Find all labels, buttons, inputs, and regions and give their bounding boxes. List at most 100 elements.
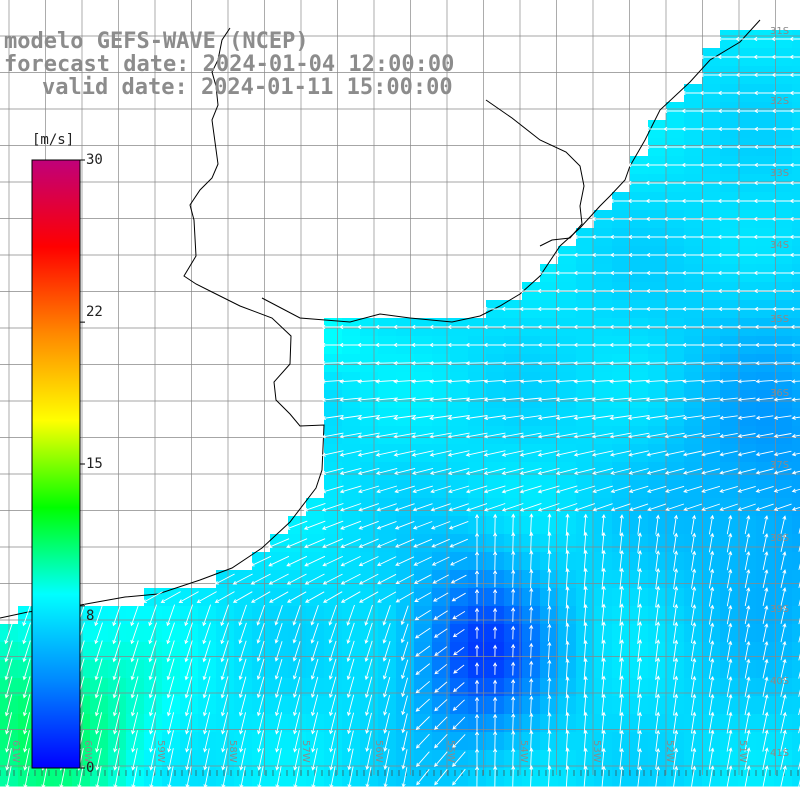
wind-arrow xyxy=(311,766,318,789)
wind-arrow xyxy=(275,748,282,771)
wind-arrow xyxy=(673,657,679,680)
wind-arrow xyxy=(393,450,416,457)
wind-arrow xyxy=(321,379,344,384)
wind-arrow xyxy=(529,729,534,752)
wind-arrow xyxy=(339,485,362,494)
wind-arrow xyxy=(511,696,516,714)
wind-arrow xyxy=(447,450,470,457)
wind-arrow xyxy=(619,567,624,590)
wind-arrow xyxy=(627,397,650,402)
wind-arrow xyxy=(537,503,560,512)
wind-arrow xyxy=(185,748,192,771)
wind-arrow xyxy=(450,556,468,566)
wind-arrow xyxy=(780,676,787,697)
wind-arrow xyxy=(547,712,552,733)
wind-arrow xyxy=(347,766,354,789)
wind-arrow xyxy=(789,234,800,240)
wind-arrow xyxy=(415,698,431,712)
wind-arrow xyxy=(655,532,660,553)
wind-arrow xyxy=(203,748,210,771)
wind-arrow xyxy=(511,661,516,676)
wind-arrow xyxy=(232,591,253,603)
wind-arrow xyxy=(789,252,800,258)
wind-cell xyxy=(792,624,800,643)
wind-arrow xyxy=(583,747,588,770)
wind-arrow xyxy=(691,550,697,571)
wind-arrow xyxy=(573,485,596,494)
wind-arrow xyxy=(789,144,800,150)
wind-arrow xyxy=(755,379,774,384)
wind-arrow xyxy=(798,707,800,716)
wind-arrow xyxy=(555,467,578,475)
wind-arrow xyxy=(637,675,643,698)
lat-label-40s: 40S xyxy=(770,676,790,687)
wind-arrow xyxy=(166,676,175,699)
wind-arrow xyxy=(434,663,448,675)
wind-arrow xyxy=(221,730,228,753)
wind-arrow xyxy=(401,713,408,734)
wind-arrow xyxy=(412,467,434,475)
wind-arrow xyxy=(148,658,157,681)
wind-arrow xyxy=(393,397,416,402)
wind-arrow xyxy=(762,587,769,606)
wind-arrow xyxy=(401,731,408,752)
wind-arrow xyxy=(340,573,361,585)
wind-arrow xyxy=(501,450,524,457)
wind-arrow xyxy=(220,658,229,681)
wind-arrow xyxy=(310,658,319,680)
wind-arrow xyxy=(286,591,307,603)
wind-arrow xyxy=(358,556,379,567)
wind-arrow xyxy=(274,623,283,644)
wind-arrow xyxy=(726,568,733,589)
wind-arrow xyxy=(256,604,265,626)
wind-arrow xyxy=(737,433,756,439)
wind-arrow xyxy=(655,514,660,535)
wind-arrow xyxy=(690,747,697,770)
wind-arrow xyxy=(762,711,769,734)
wind-arrow xyxy=(637,765,642,788)
wind-arrow xyxy=(167,766,174,789)
wind-arrow xyxy=(511,513,516,536)
wind-arrow xyxy=(637,585,643,608)
wind-arrow xyxy=(547,568,552,589)
wind-arrow xyxy=(647,503,667,512)
wind-arrow xyxy=(519,379,542,384)
wind-arrow xyxy=(415,733,430,749)
lon-label-52w: 52W xyxy=(664,740,675,763)
wind-arrow xyxy=(737,503,756,512)
wind-arrow xyxy=(357,432,380,439)
wind-arrow xyxy=(112,622,121,645)
wind-arrow xyxy=(393,379,417,384)
wind-arrow xyxy=(573,467,596,475)
wind-arrow xyxy=(682,432,703,439)
wind-arrow xyxy=(762,694,769,716)
wind-arrow xyxy=(547,659,552,678)
wind-arrow xyxy=(431,538,450,548)
wind-arrow xyxy=(645,270,668,276)
wind-arrow xyxy=(601,675,606,698)
wind-arrow xyxy=(655,621,661,644)
wind-arrow xyxy=(239,748,246,771)
wind-arrow xyxy=(511,625,516,640)
wind-arrow xyxy=(708,550,715,571)
wind-arrow xyxy=(637,514,642,535)
wind-arrow xyxy=(184,640,193,663)
wind-arrow xyxy=(304,591,325,603)
wind-arrow xyxy=(627,415,650,421)
wind-arrow xyxy=(755,415,774,420)
wind-arrow xyxy=(94,694,103,717)
wind-arrow xyxy=(493,696,498,713)
wind-arrow xyxy=(708,675,715,698)
wind-arrow xyxy=(257,730,264,753)
wind-arrow xyxy=(329,712,337,735)
wind-arrow xyxy=(202,694,211,717)
wind-arrow xyxy=(547,605,552,624)
wind-arrow xyxy=(429,432,452,439)
wind-arrow xyxy=(303,502,326,512)
wind-arrow xyxy=(59,766,66,789)
wind-arrow xyxy=(511,713,516,732)
wind-arrow xyxy=(167,712,175,735)
wind-arrow xyxy=(465,361,488,366)
wind-arrow xyxy=(754,306,775,312)
wind-arrow xyxy=(798,671,800,679)
